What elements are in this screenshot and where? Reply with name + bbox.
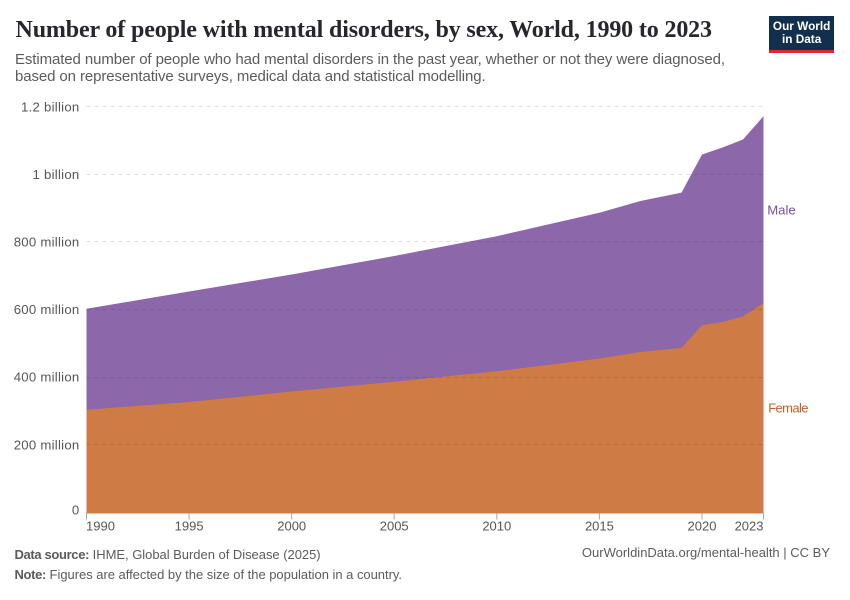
svg-text:1.2 billion: 1.2 billion xyxy=(21,99,79,114)
svg-text:600 million: 600 million xyxy=(14,302,80,317)
svg-text:0: 0 xyxy=(72,503,80,518)
svg-text:2015: 2015 xyxy=(585,519,614,534)
svg-text:Male: Male xyxy=(767,202,796,217)
svg-text:400 million: 400 million xyxy=(14,370,80,385)
svg-text:800 million: 800 million xyxy=(14,235,80,250)
svg-text:2020: 2020 xyxy=(688,519,717,534)
svg-text:Female: Female xyxy=(768,400,808,415)
svg-text:1990: 1990 xyxy=(86,519,115,534)
svg-text:2000: 2000 xyxy=(277,519,306,534)
svg-text:1 billion: 1 billion xyxy=(33,167,80,182)
svg-text:2005: 2005 xyxy=(380,519,409,534)
svg-text:2023: 2023 xyxy=(735,519,764,534)
svg-text:2010: 2010 xyxy=(482,519,511,534)
svg-text:1995: 1995 xyxy=(175,519,204,534)
svg-text:200 million: 200 million xyxy=(14,437,80,452)
